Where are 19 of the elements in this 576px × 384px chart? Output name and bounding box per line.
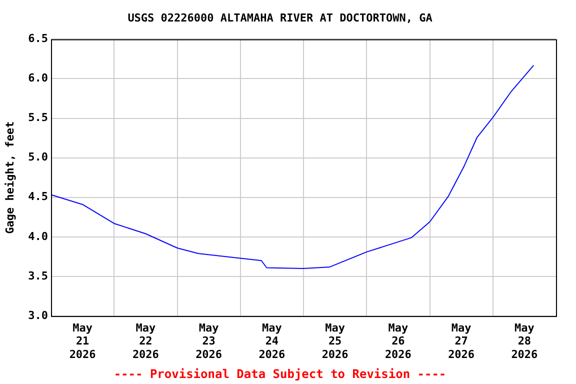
- x-tick-label: May 27 2026: [448, 321, 475, 361]
- y-axis-title: Gage height, feet: [3, 121, 16, 234]
- x-tick-label: May 23 2026: [196, 321, 222, 361]
- x-tick-label: May 21 2026: [69, 321, 96, 361]
- chart-title: USGS 02226000 ALTAMAHA RIVER AT DOCTORTOWN, GA: [128, 11, 433, 24]
- y-tick-label: 3.5: [28, 269, 48, 282]
- x-tick-label: May 24 2026: [258, 321, 286, 361]
- x-tick-label: May 28 2026: [511, 321, 538, 361]
- x-tick-label: May 26 2026: [384, 321, 412, 361]
- x-tick-label: May 22 2026: [132, 321, 160, 361]
- y-tick-label: 4.0: [28, 230, 48, 243]
- y-tick-label: 6.5: [28, 32, 48, 46]
- text: ---- Provisional Data Subject to Revision ----: [114, 366, 446, 381]
- y-tick-label: 6.0: [28, 72, 48, 85]
- x-tick-label: May 25 2026: [322, 321, 349, 361]
- y-tick-label: 4.5: [28, 190, 48, 204]
- y-tick-label: 5.0: [28, 150, 48, 164]
- y-tick-label: 3.0: [28, 308, 48, 322]
- y-tick-label: 5.5: [28, 111, 48, 124]
